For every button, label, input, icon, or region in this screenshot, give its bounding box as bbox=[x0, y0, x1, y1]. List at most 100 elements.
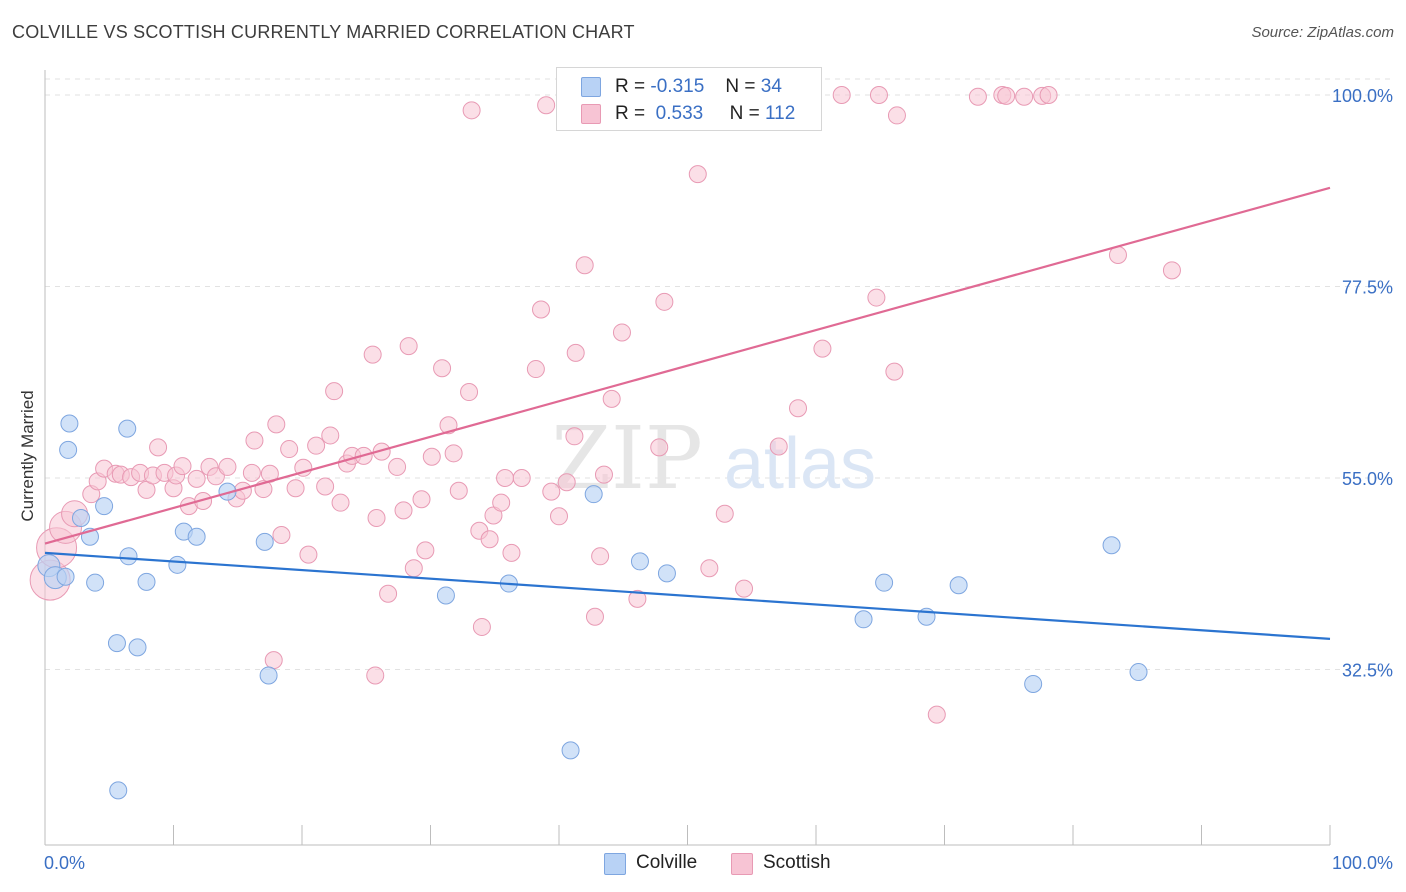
scottish-point bbox=[173, 457, 192, 476]
gridlines bbox=[45, 78, 1395, 670]
stats-legend: R = -0.315 N = 34 R = 0.533 N = 112 bbox=[556, 67, 822, 131]
scottish-point bbox=[869, 86, 888, 104]
colville-points bbox=[37, 414, 1148, 800]
scottish-swatch bbox=[581, 104, 601, 124]
scottish-point bbox=[867, 288, 886, 307]
colville-point bbox=[71, 509, 90, 528]
source-label: Source: ZipAtlas.com bbox=[1251, 24, 1394, 41]
scottish-point bbox=[655, 292, 674, 311]
scottish-point bbox=[404, 559, 423, 578]
scottish-point bbox=[412, 490, 431, 509]
colville-point bbox=[875, 573, 894, 592]
scottish-point bbox=[149, 438, 168, 457]
colville-point bbox=[109, 781, 128, 800]
x-tick-label: 0.0% bbox=[44, 853, 85, 873]
colville-point bbox=[436, 586, 455, 605]
colville-point bbox=[584, 485, 603, 504]
scottish-point bbox=[218, 457, 237, 476]
scottish-point bbox=[422, 447, 441, 466]
scottish-point bbox=[187, 469, 206, 488]
scottish-point bbox=[299, 545, 318, 564]
scottish-point bbox=[245, 431, 264, 450]
n-value: 112 bbox=[765, 103, 796, 124]
colville-point bbox=[854, 610, 873, 629]
series-legend: Colville Scottish bbox=[0, 850, 1406, 878]
colville-swatch bbox=[604, 853, 626, 875]
colville-point bbox=[561, 741, 580, 760]
scottish-point bbox=[439, 416, 458, 435]
colville-point bbox=[630, 552, 649, 571]
y-axis-label: Currently Married bbox=[18, 390, 37, 522]
scottish-point bbox=[492, 493, 511, 512]
chart-title: COLVILLE VS SCOTTISH CURRENTLY MARRIED C… bbox=[12, 22, 635, 42]
watermark-atlas: atlas bbox=[724, 424, 876, 504]
scottish-point bbox=[242, 463, 261, 482]
scottish-point bbox=[264, 651, 283, 670]
scottish-point bbox=[444, 444, 463, 463]
scottish-point bbox=[286, 479, 305, 498]
scottish-point bbox=[272, 526, 291, 545]
scottish-trendline bbox=[44, 186, 1331, 545]
scottish-point bbox=[363, 345, 382, 364]
scottish-point bbox=[388, 457, 407, 476]
colville-point bbox=[949, 576, 968, 595]
scottish-point bbox=[379, 584, 398, 603]
scottish-point bbox=[887, 106, 906, 125]
scottish-point bbox=[472, 617, 491, 636]
scottish-point bbox=[449, 481, 468, 500]
scottish-point bbox=[832, 86, 851, 104]
scottish-point bbox=[1162, 261, 1181, 280]
scottish-point bbox=[1015, 87, 1034, 106]
scottish-point bbox=[550, 507, 568, 526]
scottish-point bbox=[1039, 86, 1058, 104]
scottish-point bbox=[367, 509, 386, 528]
scottish-point bbox=[532, 300, 551, 319]
scottish-point bbox=[433, 359, 452, 378]
scottish-point bbox=[366, 666, 385, 685]
y-tick-label: 77.5% bbox=[1342, 278, 1393, 298]
scottish-point bbox=[735, 579, 754, 598]
y-tick-label: 55.0% bbox=[1342, 469, 1393, 489]
watermark-zip: ZIP bbox=[551, 409, 703, 509]
scottish-point bbox=[526, 360, 545, 379]
scottish-point bbox=[462, 101, 481, 120]
scottish-point bbox=[688, 165, 707, 184]
colville-point bbox=[60, 414, 79, 433]
scottish-point bbox=[557, 473, 576, 492]
colville-point bbox=[56, 567, 75, 586]
scottish-point bbox=[565, 427, 584, 446]
scottish-point bbox=[502, 543, 521, 562]
scottish-point bbox=[602, 389, 621, 408]
scottish-point bbox=[321, 426, 340, 445]
colville-point bbox=[168, 555, 187, 574]
colville-point bbox=[137, 572, 156, 591]
colville-point bbox=[118, 419, 137, 438]
scottish-point bbox=[294, 458, 313, 477]
scottish-point bbox=[480, 530, 499, 549]
colville-point bbox=[95, 497, 114, 516]
legend-label-colville: Colville bbox=[636, 852, 698, 873]
scottish-point bbox=[927, 705, 946, 724]
scottish-point bbox=[594, 465, 613, 484]
scottish-point bbox=[789, 399, 808, 418]
n-value: 34 bbox=[760, 76, 782, 97]
scottish-point bbox=[460, 383, 479, 402]
scottish-point bbox=[628, 589, 647, 608]
scottish-point bbox=[575, 256, 594, 275]
r-value: -0.315 bbox=[650, 76, 705, 97]
scottish-point bbox=[416, 541, 435, 560]
scottish-point bbox=[399, 337, 418, 356]
scottish-point bbox=[997, 86, 1016, 105]
scottish-point bbox=[700, 559, 719, 578]
x-tick-label: 100.0% bbox=[1332, 853, 1393, 873]
n-label: N = bbox=[725, 76, 756, 97]
scottish-point bbox=[331, 493, 350, 512]
scottish-point bbox=[394, 501, 413, 520]
r-label: R = bbox=[615, 103, 646, 124]
r-value: 0.533 bbox=[655, 103, 704, 124]
scottish-point bbox=[512, 469, 531, 487]
colville-point bbox=[255, 532, 274, 551]
r-label: R = bbox=[615, 76, 646, 97]
tick-labels: 32.5% 55.0% 77.5% 100.0% 0.0% 100.0% bbox=[44, 86, 1393, 873]
scottish-point bbox=[650, 438, 669, 457]
